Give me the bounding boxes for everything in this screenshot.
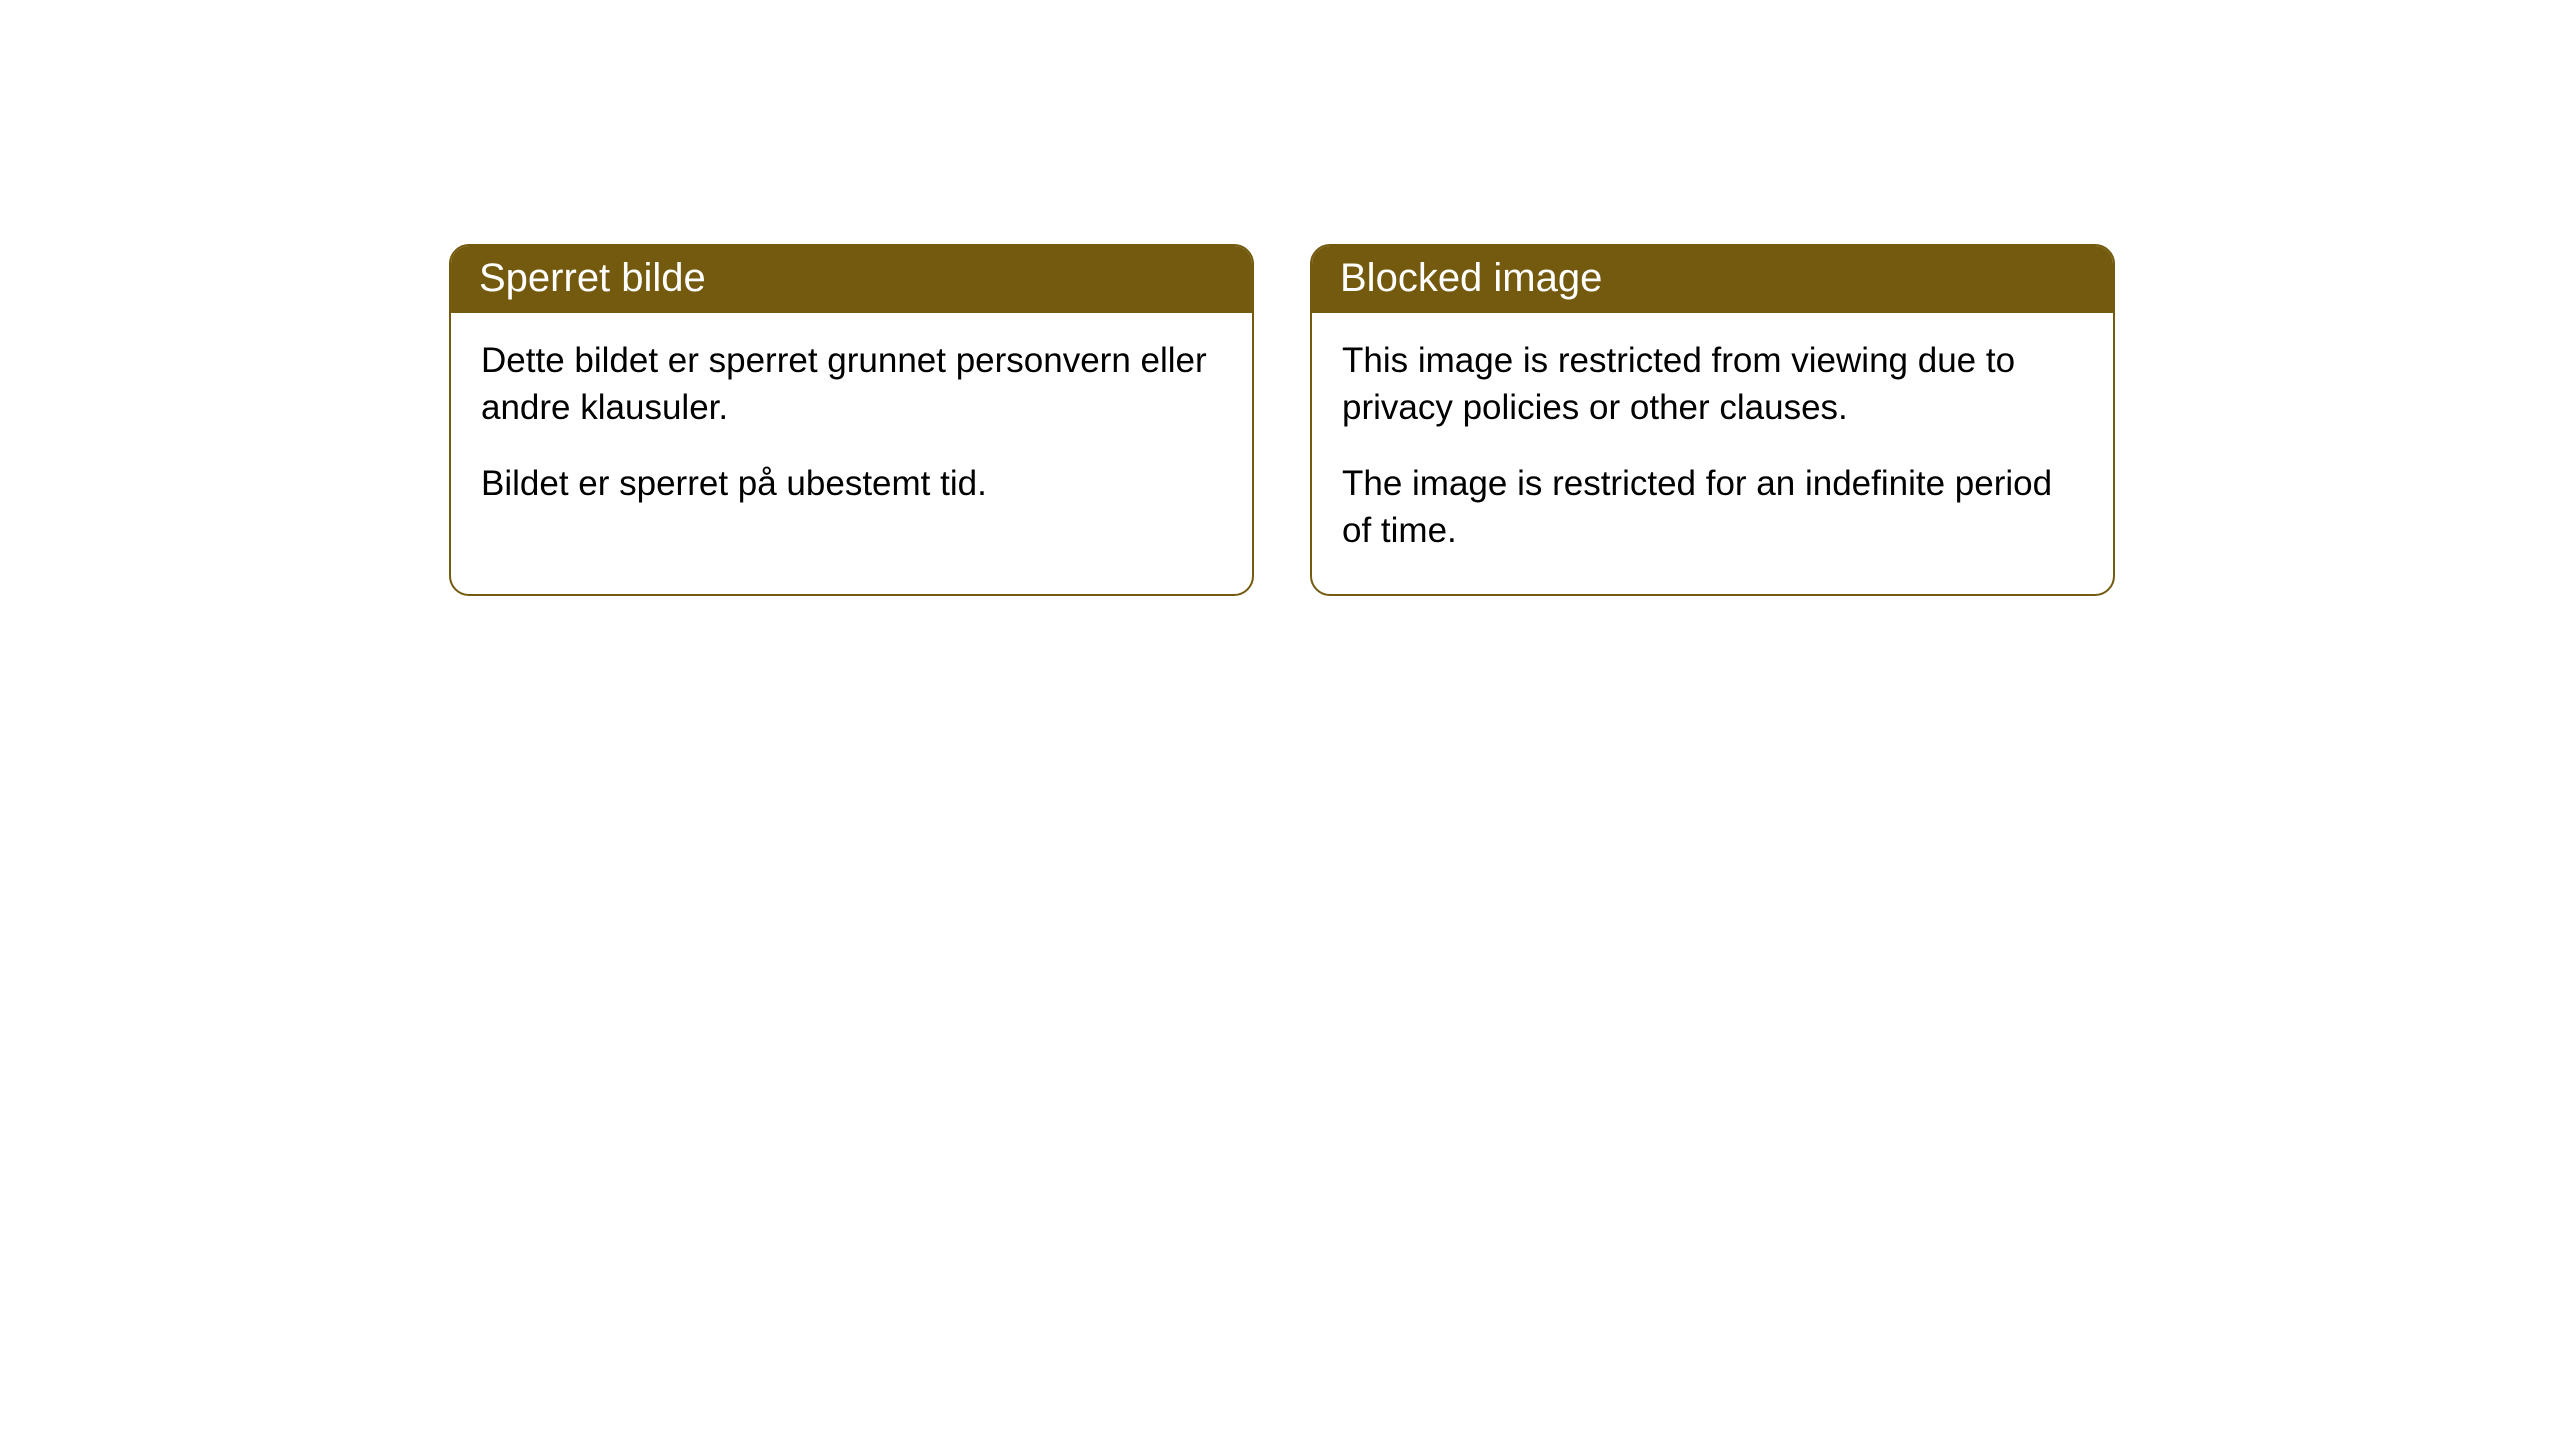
card-text-reason-norwegian: Dette bildet er sperret grunnet personve…	[481, 337, 1222, 432]
card-body-norwegian: Dette bildet er sperret grunnet personve…	[451, 313, 1252, 547]
card-header-norwegian: Sperret bilde	[451, 246, 1252, 313]
card-text-duration-norwegian: Bildet er sperret på ubestemt tid.	[481, 460, 1222, 507]
card-text-reason-english: This image is restricted from viewing du…	[1342, 337, 2083, 432]
blocked-image-card-norwegian: Sperret bilde Dette bildet er sperret gr…	[449, 244, 1254, 596]
card-text-duration-english: The image is restricted for an indefinit…	[1342, 460, 2083, 555]
cards-container: Sperret bilde Dette bildet er sperret gr…	[449, 244, 2115, 596]
card-body-english: This image is restricted from viewing du…	[1312, 313, 2113, 594]
blocked-image-card-english: Blocked image This image is restricted f…	[1310, 244, 2115, 596]
card-header-english: Blocked image	[1312, 246, 2113, 313]
